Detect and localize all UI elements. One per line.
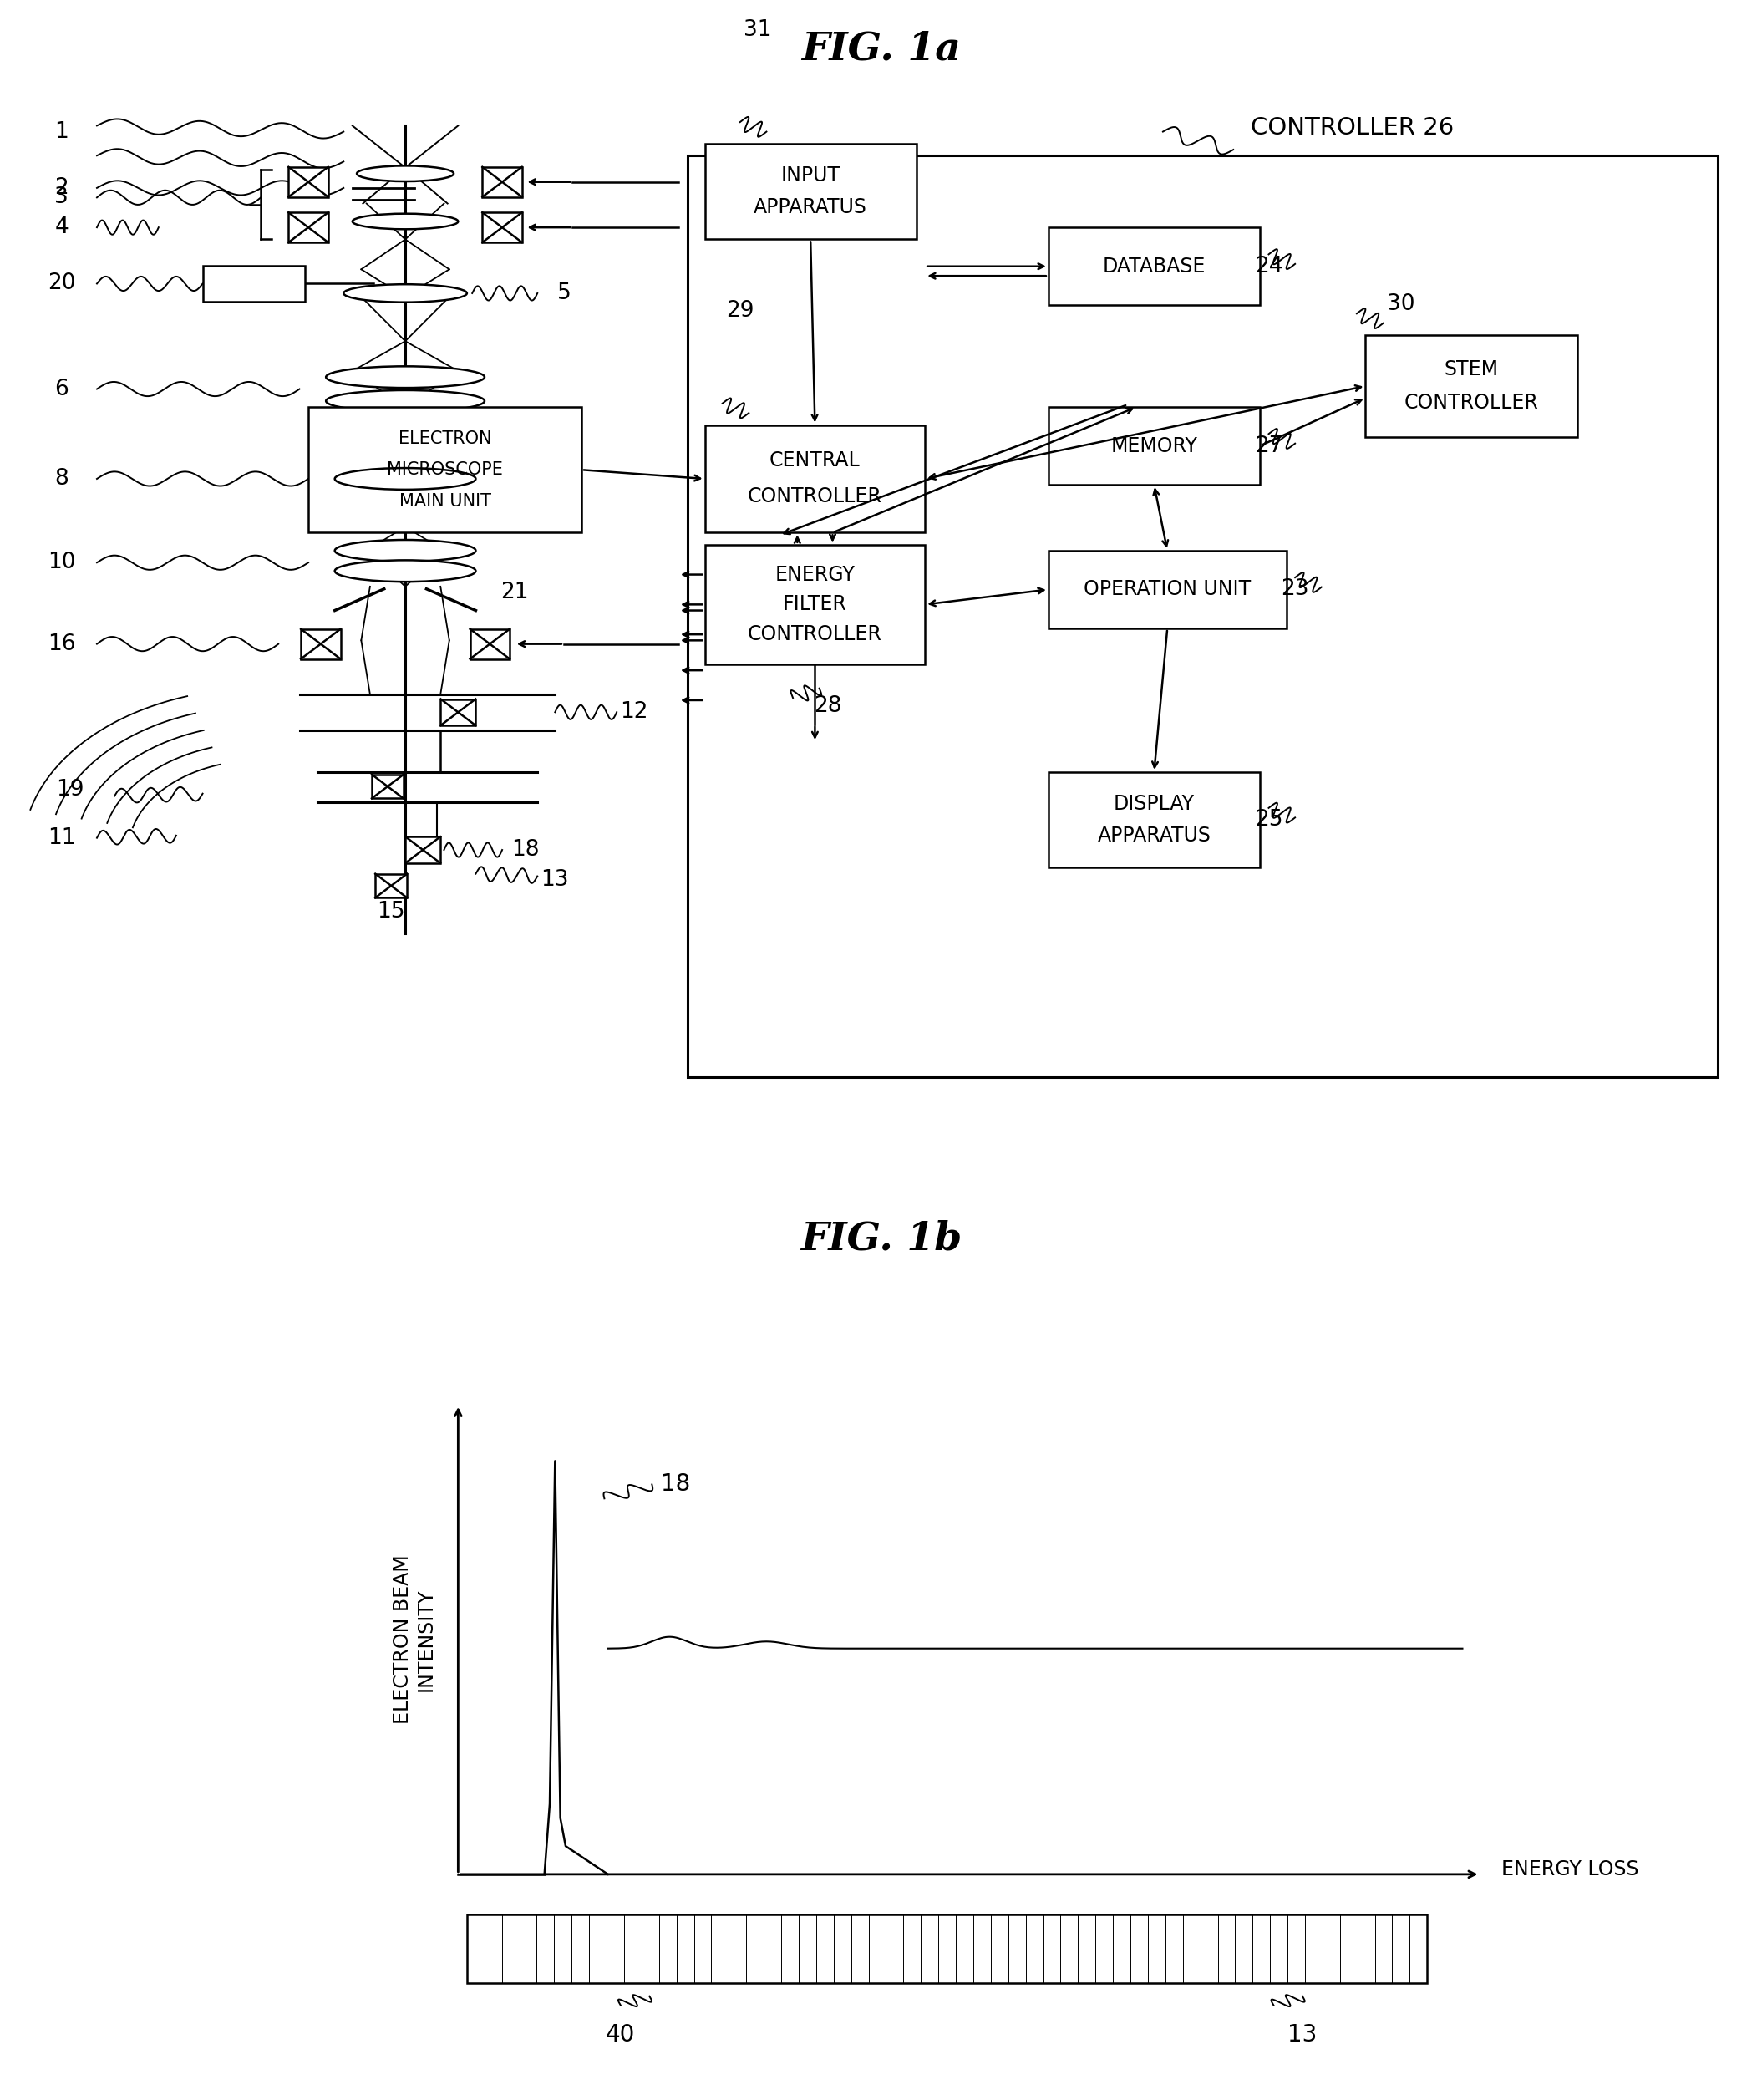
Bar bbox=[705, 143, 916, 239]
Text: 13: 13 bbox=[1288, 2022, 1318, 2047]
Text: DATABASE: DATABASE bbox=[1103, 256, 1205, 277]
Text: 16: 16 bbox=[48, 632, 76, 655]
Text: MAIN UNIT: MAIN UNIT bbox=[398, 494, 492, 510]
Text: 20: 20 bbox=[48, 273, 76, 294]
Text: 10: 10 bbox=[48, 552, 76, 573]
Text: 21: 21 bbox=[500, 582, 529, 603]
Text: CENTRAL: CENTRAL bbox=[770, 452, 860, 470]
Ellipse shape bbox=[344, 284, 467, 302]
Text: FIG. 1a: FIG. 1a bbox=[802, 29, 960, 69]
Text: 3: 3 bbox=[55, 187, 69, 208]
Bar bbox=[440, 699, 476, 724]
Bar bbox=[705, 544, 925, 664]
Bar bbox=[687, 155, 1718, 1077]
Ellipse shape bbox=[335, 468, 476, 489]
Text: MEMORY: MEMORY bbox=[1110, 437, 1198, 456]
Text: DISPLAY: DISPLAY bbox=[1114, 794, 1195, 815]
Text: 30: 30 bbox=[1387, 294, 1415, 315]
Text: APPARATUS: APPARATUS bbox=[1098, 825, 1210, 846]
Bar bbox=[308, 407, 581, 533]
Text: 24: 24 bbox=[1255, 256, 1283, 277]
Text: 1: 1 bbox=[55, 122, 69, 143]
Bar bbox=[289, 212, 328, 242]
Ellipse shape bbox=[335, 561, 476, 582]
Text: ELECTRON: ELECTRON bbox=[398, 430, 492, 447]
Bar bbox=[375, 874, 407, 899]
Text: CONTROLLER: CONTROLLER bbox=[747, 487, 883, 506]
Bar bbox=[203, 267, 305, 302]
Text: ENERGY LOSS: ENERGY LOSS bbox=[1501, 1861, 1639, 1880]
Text: ELECTRON BEAM
INTENSITY: ELECTRON BEAM INTENSITY bbox=[393, 1554, 435, 1724]
Text: 5: 5 bbox=[557, 281, 571, 304]
Text: STEM: STEM bbox=[1445, 359, 1498, 380]
Text: 2: 2 bbox=[55, 176, 69, 200]
Bar bbox=[1048, 407, 1260, 485]
Bar bbox=[1048, 550, 1286, 628]
Ellipse shape bbox=[335, 540, 476, 561]
Bar bbox=[1048, 227, 1260, 304]
Text: 18: 18 bbox=[661, 1472, 691, 1495]
Ellipse shape bbox=[356, 166, 455, 181]
Text: 6: 6 bbox=[55, 378, 69, 399]
Text: 31: 31 bbox=[744, 19, 772, 40]
Ellipse shape bbox=[326, 365, 485, 388]
Text: 13: 13 bbox=[541, 869, 569, 890]
Bar bbox=[470, 630, 509, 659]
Text: 28: 28 bbox=[814, 695, 842, 716]
Text: CONTROLLER: CONTROLLER bbox=[747, 624, 883, 645]
Text: 4: 4 bbox=[55, 216, 69, 237]
Text: 8: 8 bbox=[55, 468, 69, 489]
Ellipse shape bbox=[352, 214, 458, 229]
Bar bbox=[705, 424, 925, 533]
Bar bbox=[405, 836, 440, 863]
Text: 11: 11 bbox=[48, 827, 76, 848]
Text: 15: 15 bbox=[377, 901, 405, 924]
Text: FILTER: FILTER bbox=[782, 594, 848, 615]
Bar bbox=[483, 212, 522, 242]
Ellipse shape bbox=[326, 391, 485, 412]
Text: 40: 40 bbox=[606, 2022, 636, 2047]
Bar bbox=[467, 1915, 1427, 1982]
Text: APPARATUS: APPARATUS bbox=[754, 197, 867, 218]
Text: CONTROLLER 26: CONTROLLER 26 bbox=[1251, 116, 1454, 141]
Bar bbox=[1366, 336, 1577, 437]
Bar bbox=[483, 168, 522, 197]
Text: MICROSCOPE: MICROSCOPE bbox=[388, 462, 502, 479]
Text: 12: 12 bbox=[620, 701, 648, 722]
Text: ENERGY: ENERGY bbox=[775, 565, 855, 584]
Bar bbox=[289, 168, 328, 197]
Text: INPUT: INPUT bbox=[781, 166, 840, 185]
Text: 19: 19 bbox=[56, 779, 85, 800]
Text: 23: 23 bbox=[1281, 580, 1309, 601]
Text: 18: 18 bbox=[511, 840, 539, 861]
Bar bbox=[372, 775, 403, 798]
Text: 27: 27 bbox=[1255, 435, 1283, 456]
Text: 25: 25 bbox=[1255, 808, 1283, 832]
Text: 29: 29 bbox=[726, 300, 754, 321]
Bar bbox=[301, 630, 340, 659]
Text: FIG. 1b: FIG. 1b bbox=[800, 1220, 962, 1258]
Bar bbox=[1048, 773, 1260, 867]
Text: CONTROLLER: CONTROLLER bbox=[1404, 393, 1538, 414]
Text: OPERATION UNIT: OPERATION UNIT bbox=[1084, 580, 1251, 601]
